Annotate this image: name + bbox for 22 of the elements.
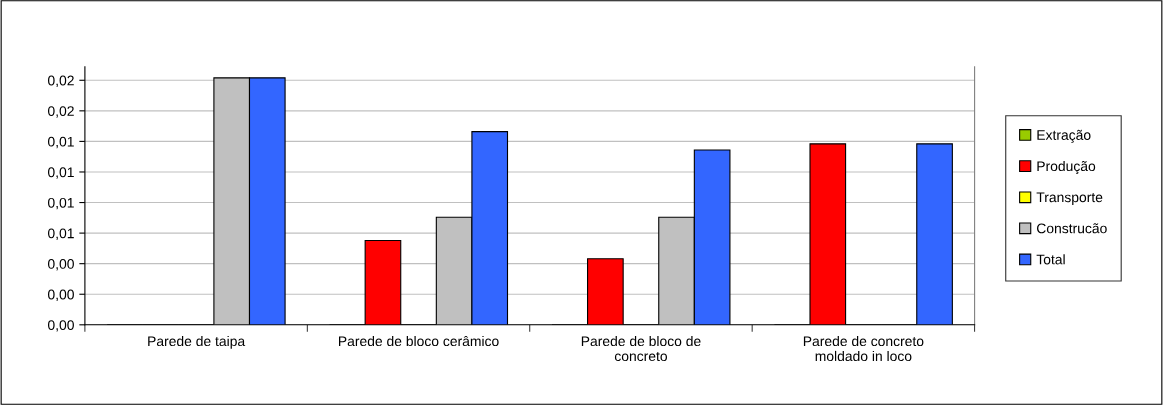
y-tick-label: 0,00: [48, 289, 74, 302]
bar: [364, 239, 402, 325]
legend-label: Transporte: [1036, 192, 1103, 205]
y-tick-label: 0,01: [48, 136, 74, 149]
y-tick-label: 0,01: [48, 167, 74, 179]
y-tick-label: 0,00: [48, 320, 74, 332]
bar: [587, 258, 624, 325]
y-tick-label: 0,00: [48, 259, 74, 271]
x-tick-label: Parede de bloco cerâmico: [339, 335, 499, 347]
legend-label: Total: [1036, 254, 1065, 265]
y-tick-label: 0,01: [48, 197, 74, 210]
bar: [916, 143, 953, 325]
x-tick-label: Parede de bloco de concreto: [581, 335, 701, 362]
bar: [809, 143, 847, 325]
y-tick-label: 0,02: [48, 75, 74, 88]
y-tick-label: 0,02: [48, 106, 74, 118]
legend-label: Construcão: [1036, 223, 1107, 234]
x-tick-label: Parede de concreto moldado in loco: [803, 335, 924, 362]
y-tick-label: 0,01: [48, 228, 74, 240]
x-tick-label: Parede de taipa: [148, 335, 246, 349]
legend-label: Extração: [1037, 129, 1091, 143]
legend-label: Produção: [1037, 160, 1096, 174]
